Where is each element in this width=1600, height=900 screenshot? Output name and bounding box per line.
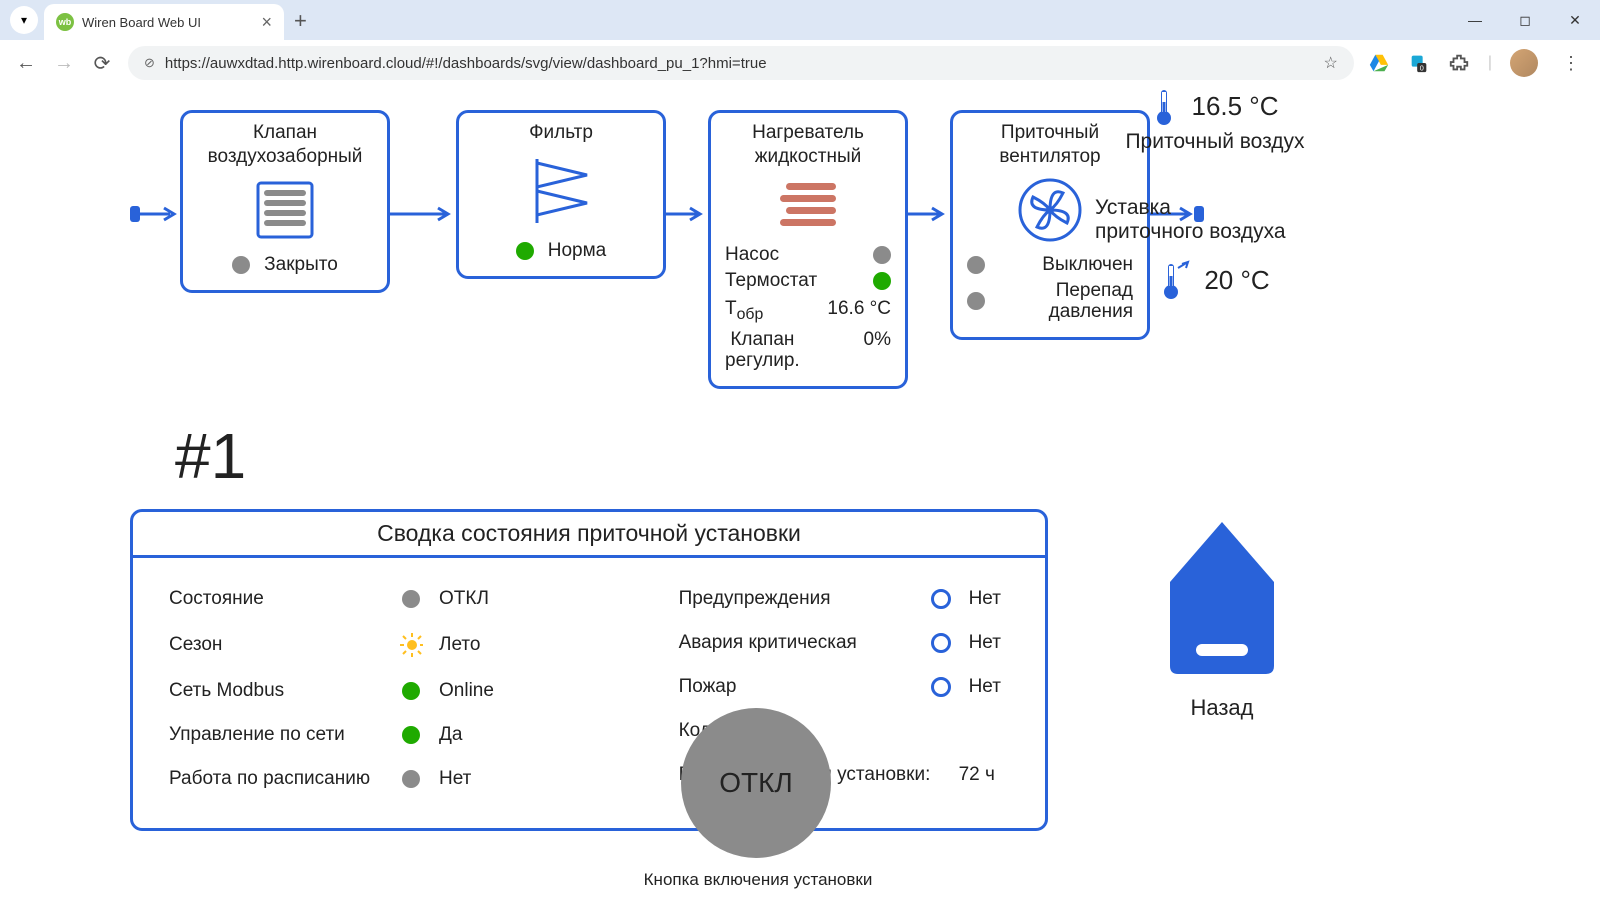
heater-icon bbox=[768, 175, 848, 235]
state-label: Состояние bbox=[169, 588, 399, 610]
damper-title: Клапанвоздухозаборный bbox=[197, 121, 373, 169]
modbus-value: Online bbox=[439, 680, 494, 702]
dashboard-content: Клапанвоздухозаборный Закрыто Фильтр bbox=[0, 86, 1600, 851]
reload-button[interactable]: ⟳ bbox=[90, 51, 114, 76]
url-box[interactable]: ⊘ https://auwxdtad.http.wirenboard.cloud… bbox=[128, 46, 1354, 80]
unit-number: #1 bbox=[175, 419, 1470, 493]
modbus-dot bbox=[402, 682, 420, 700]
browser-tab[interactable]: wb Wiren Board Web UI × bbox=[44, 4, 284, 40]
inlet-connector bbox=[130, 196, 180, 232]
back-button[interactable]: ← bbox=[14, 52, 38, 75]
summary-left-column: Состояние ОТКЛ Сезон Лето Сеть Modbus Onlin… bbox=[169, 588, 529, 812]
state-dot bbox=[402, 590, 420, 608]
extension-icon[interactable]: 0 bbox=[1408, 52, 1430, 74]
filter-block: Фильтр Норма bbox=[456, 110, 666, 279]
back-button-block[interactable]: Назад bbox=[1152, 516, 1292, 721]
extensions: 0 | ⋮ bbox=[1368, 49, 1586, 77]
minimize-button[interactable]: — bbox=[1450, 0, 1500, 40]
netctrl-label: Управление по сети bbox=[169, 724, 399, 746]
thermo-label: Термостат bbox=[725, 270, 859, 292]
warn-value: Нет bbox=[969, 588, 1001, 610]
air-info-panel: 16.5 °C Приточный воздух Уставкаприточно… bbox=[1095, 86, 1335, 300]
back-label: Назад bbox=[1152, 695, 1292, 721]
air-temp-label: Приточный воздух bbox=[1095, 130, 1335, 154]
warn-ring bbox=[931, 589, 951, 609]
sched-label: Работа по расписанию bbox=[169, 768, 399, 790]
valve-value: 0% bbox=[864, 329, 891, 351]
valve-label: Клапанрегулир. bbox=[725, 330, 800, 372]
setpoint-value: 20 °C bbox=[1204, 265, 1269, 296]
fire-ring bbox=[931, 677, 951, 697]
runtime-value: 72 ч bbox=[959, 764, 995, 786]
maximize-button[interactable]: ◻ bbox=[1500, 0, 1550, 40]
filter-icon bbox=[521, 151, 601, 231]
forward-button[interactable]: → bbox=[52, 52, 76, 75]
power-button-caption: Кнопка включения установки bbox=[573, 870, 943, 890]
damper-status-label: Закрыто bbox=[264, 254, 338, 276]
address-bar: ← → ⟳ ⊘ https://auwxdtad.http.wirenboard… bbox=[0, 40, 1600, 86]
sched-value: Нет bbox=[439, 768, 471, 790]
filter-title: Фильтр bbox=[473, 121, 649, 145]
bookmark-button[interactable]: ☆ bbox=[1324, 53, 1338, 73]
tab-close-button[interactable]: × bbox=[261, 12, 272, 33]
profile-avatar[interactable] bbox=[1510, 49, 1538, 77]
season-label: Сезон bbox=[169, 634, 399, 656]
browser-menu-button[interactable]: ⋮ bbox=[1556, 53, 1586, 74]
summary-title: Сводка состояния приточной установки bbox=[133, 512, 1045, 558]
house-icon bbox=[1152, 516, 1292, 676]
pump-status-dot bbox=[873, 246, 891, 264]
fan-icon bbox=[1015, 175, 1085, 245]
netctrl-value: Да bbox=[439, 724, 462, 746]
sun-icon bbox=[399, 632, 423, 658]
heater-title: Нагревательжидкостный bbox=[725, 121, 891, 169]
netctrl-dot bbox=[402, 726, 420, 744]
fire-value: Нет bbox=[969, 676, 1001, 698]
connector-3 bbox=[908, 196, 950, 232]
new-tab-button[interactable]: + bbox=[284, 8, 321, 40]
filter-status-label: Норма bbox=[548, 240, 606, 262]
crit-ring bbox=[931, 633, 951, 653]
url-text: https://auwxdtad.http.wirenboard.cloud/#… bbox=[165, 55, 1314, 72]
tab-search-button[interactable]: ▾ bbox=[10, 6, 38, 34]
damper-icon bbox=[250, 175, 320, 245]
fan-dp-dot bbox=[967, 292, 985, 310]
sched-dot bbox=[402, 770, 420, 788]
season-value: Лето bbox=[439, 634, 480, 656]
air-temp-value: 16.5 °C bbox=[1191, 91, 1278, 122]
filter-status-dot bbox=[516, 242, 534, 260]
crit-label: Авария критическая bbox=[679, 632, 929, 654]
close-window-button[interactable]: ✕ bbox=[1550, 0, 1600, 40]
setpoint-label: Уставкаприточного воздуха bbox=[1095, 196, 1335, 244]
summary-panel: Сводка состояния приточной установки Сос… bbox=[130, 509, 1048, 831]
damper-status-dot bbox=[232, 256, 250, 274]
window-controls: — ◻ ✕ bbox=[1450, 0, 1600, 40]
fire-label: Пожар bbox=[679, 676, 929, 698]
damper-block: Клапанвоздухозаборный Закрыто bbox=[180, 110, 390, 293]
crit-value: Нет bbox=[969, 632, 1001, 654]
gdrive-icon[interactable] bbox=[1368, 52, 1390, 74]
svg-text:0: 0 bbox=[1420, 63, 1424, 72]
tobr-label: Тобр bbox=[725, 298, 763, 324]
pump-label: Насос bbox=[725, 244, 859, 266]
connector-1 bbox=[390, 196, 456, 232]
favicon-icon: wb bbox=[56, 13, 74, 31]
browser-chrome: ▾ wb Wiren Board Web UI × + — ◻ ✕ ← → ⟳ … bbox=[0, 0, 1600, 86]
state-value: ОТКЛ bbox=[439, 588, 489, 610]
modbus-label: Сеть Modbus bbox=[169, 680, 399, 702]
tobr-value: 16.6 °C bbox=[827, 298, 891, 320]
extensions-menu-icon[interactable] bbox=[1448, 52, 1470, 74]
thermometer-icon bbox=[1151, 86, 1177, 126]
tab-bar: ▾ wb Wiren Board Web UI × + — ◻ ✕ bbox=[0, 0, 1600, 40]
power-button[interactable]: ОТКЛ bbox=[681, 708, 831, 858]
warn-label: Предупреждения bbox=[679, 588, 929, 610]
fan-state-dot bbox=[967, 256, 985, 274]
site-info-icon[interactable]: ⊘ bbox=[144, 55, 155, 71]
connector-2 bbox=[666, 196, 708, 232]
heater-block: Нагревательжидкостный Насос Термостат То… bbox=[708, 110, 908, 389]
thermo-status-dot bbox=[873, 272, 891, 290]
thermometer-setpoint-icon bbox=[1160, 260, 1190, 300]
tab-title: Wiren Board Web UI bbox=[82, 15, 253, 30]
